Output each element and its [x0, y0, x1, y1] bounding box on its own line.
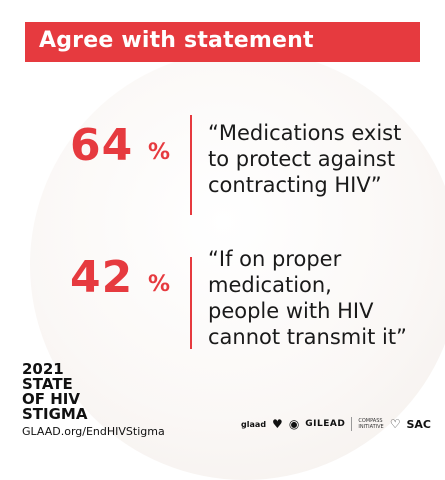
website-link[interactable]: GLAAD.org/EndHIVStigma [22, 425, 165, 438]
stat-quote: “Medications exist to protect against co… [208, 120, 438, 198]
report-title-line: STATE [22, 375, 73, 393]
stat-cannot-transmit: 42 % “If on proper medication, people wi… [60, 247, 430, 352]
header-banner: Agree with statement [25, 22, 420, 62]
compass-initiative-logo: COMPASS INITIATIVE [358, 418, 384, 430]
stat-unit: % [148, 272, 171, 297]
glaad-mark-icon: ♥ [272, 417, 283, 431]
quote-line: medication, [208, 273, 332, 297]
report-title-line: 2021 [22, 360, 64, 378]
report-title-logo: 2021 STATE OF HIV STIGMA [22, 362, 87, 422]
stat-medications-exist: 64 % “Medications exist to protect again… [60, 115, 430, 220]
sponsor-logos: glaad ♥ ◉ GILEAD COMPASS INITIATIVE ♡ SA… [241, 417, 431, 431]
quote-line: cannot transmit it” [208, 325, 407, 349]
report-title-line: OF HIV [22, 390, 80, 408]
sac-heart-icon: ♡ [389, 417, 401, 431]
sac-logo: SAC [406, 417, 431, 431]
quote-line: to protect against [208, 147, 396, 171]
quote-line: “If on proper [208, 247, 342, 271]
banner-title: Agree with statement [39, 28, 314, 53]
sponsor-divider [351, 417, 353, 431]
report-title-line: STIGMA [22, 405, 88, 423]
quote-line: contracting HIV” [208, 173, 382, 197]
background-circle [30, 50, 445, 480]
quote-line: “Medications exist [208, 121, 402, 145]
stat-unit: % [148, 140, 171, 165]
stat-value: 42 [70, 252, 134, 303]
quote-line: people with HIV [208, 299, 374, 323]
stat-divider [190, 115, 192, 215]
gilead-mark-icon: ◉ [288, 417, 300, 431]
glaad-logo: glaad [241, 419, 267, 429]
stat-divider [190, 257, 192, 349]
gilead-logo: GILEAD [305, 419, 346, 429]
stat-value: 64 [70, 120, 134, 171]
stat-quote: “If on proper medication, people with HI… [208, 246, 438, 350]
